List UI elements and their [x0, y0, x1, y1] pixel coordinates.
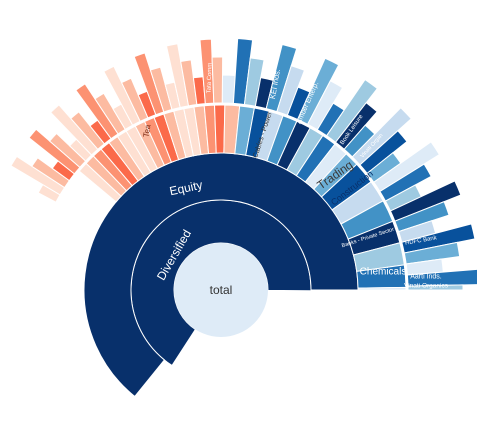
- root-label: total: [210, 283, 233, 297]
- sunburst-leaf-slice[interactable]: [211, 56, 224, 104]
- leaf-label: Tea: [141, 123, 152, 138]
- leaf-label: HDFC Bank: [405, 235, 439, 247]
- sunburst-sector-slice[interactable]: [214, 104, 226, 154]
- sector-label-chemicals: Chemicals: [360, 267, 407, 278]
- leaf-label: Aarti Inds.: [410, 274, 442, 281]
- ring-label-equity: Equity: [168, 178, 204, 199]
- leaf-label: Vinati Organics: [404, 283, 449, 290]
- sunburst-leaf-slice[interactable]: [407, 284, 464, 291]
- sunburst-sector-slice[interactable]: [357, 286, 407, 291]
- sunburst-arcs: [10, 38, 477, 398]
- sunburst-root[interactable]: [174, 243, 268, 337]
- leaf-label: Tata Comm: [206, 63, 213, 94]
